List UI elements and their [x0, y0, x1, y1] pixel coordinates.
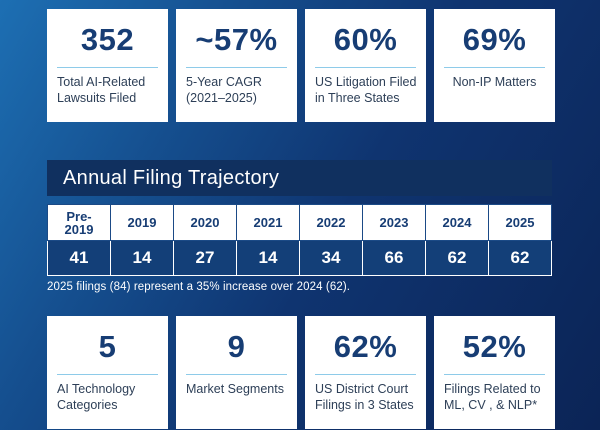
year-cell: 2020: [173, 204, 237, 241]
count-cell: 62: [488, 240, 552, 276]
stat-divider: [444, 67, 545, 68]
stat-card-cagr: ~57% 5-Year CAGR (2021–2025): [176, 9, 297, 122]
stat-divider: [57, 67, 158, 68]
year-cell: 2021: [236, 204, 300, 241]
trajectory-note: 2025 filings (84) represent a 35% increa…: [47, 281, 351, 293]
count-cell: 34: [299, 240, 363, 276]
stat-card-non-ip: 69% Non-IP Matters: [434, 9, 555, 122]
stat-card-ml-cv-nlp: 52% Filings Related to ML, CV , & NLP*: [434, 316, 555, 429]
stat-card-three-states: 60% US Litigation Filed in Three States: [305, 9, 426, 122]
count-cell: 66: [362, 240, 426, 276]
stat-divider: [315, 374, 416, 375]
year-row: Pre-2019 2019 2020 2021 2022 2023 2024 2…: [47, 204, 552, 241]
stat-card-district-court: 62% US District Court Filings in 3 State…: [305, 316, 426, 429]
stat-value: 352: [80, 22, 135, 57]
year-cell: 2023: [362, 204, 426, 241]
stat-value: 60%: [333, 22, 398, 57]
bottom-stats-row: 5 AI Technology Categories 9 Market Segm…: [47, 316, 555, 429]
year-cell: 2022: [299, 204, 363, 241]
stat-label: Market Segments: [186, 382, 284, 396]
stat-value: 69%: [462, 22, 527, 57]
count-row: 41 14 27 14 34 66 62 62: [47, 240, 552, 276]
stat-label: US Litigation Filed in Three States: [315, 75, 417, 105]
year-cell: 2019: [110, 204, 174, 241]
stat-value: 5: [98, 329, 117, 364]
top-stats-row: 352 Total AI-Related Lawsuits Filed ~57%…: [47, 9, 555, 122]
stat-label: Non-IP Matters: [452, 75, 537, 89]
stat-card-market-segments: 9 Market Segments: [176, 316, 297, 429]
stat-value: 62%: [333, 329, 398, 364]
count-cell: 41: [47, 240, 111, 276]
stat-card-total-lawsuits: 352 Total AI-Related Lawsuits Filed: [47, 9, 168, 122]
stat-card-ai-categories: 5 AI Technology Categories: [47, 316, 168, 429]
year-cell: 2024: [425, 204, 489, 241]
stat-divider: [186, 67, 287, 68]
stat-label: Total AI-Related Lawsuits Filed: [57, 75, 146, 105]
stat-divider: [186, 374, 287, 375]
year-cell: 2025: [488, 204, 552, 241]
stat-divider: [57, 374, 158, 375]
year-cell: Pre-2019: [47, 204, 111, 241]
stat-label: AI Technology Categories: [57, 382, 136, 412]
trajectory-table: Pre-2019 2019 2020 2021 2022 2023 2024 2…: [47, 204, 552, 276]
stat-label: US District Court Filings in 3 States: [315, 382, 414, 412]
count-cell: 14: [110, 240, 174, 276]
stat-value: ~57%: [195, 22, 278, 57]
count-cell: 14: [236, 240, 300, 276]
stat-label: Filings Related to ML, CV , & NLP*: [444, 382, 541, 412]
stat-divider: [315, 67, 416, 68]
stat-divider: [444, 374, 545, 375]
count-cell: 27: [173, 240, 237, 276]
section-title-trajectory: Annual Filing Trajectory: [47, 160, 552, 196]
stat-label: 5-Year CAGR (2021–2025): [186, 75, 262, 105]
count-cell: 62: [425, 240, 489, 276]
stat-value: 9: [227, 329, 246, 364]
stat-value: 52%: [462, 329, 527, 364]
